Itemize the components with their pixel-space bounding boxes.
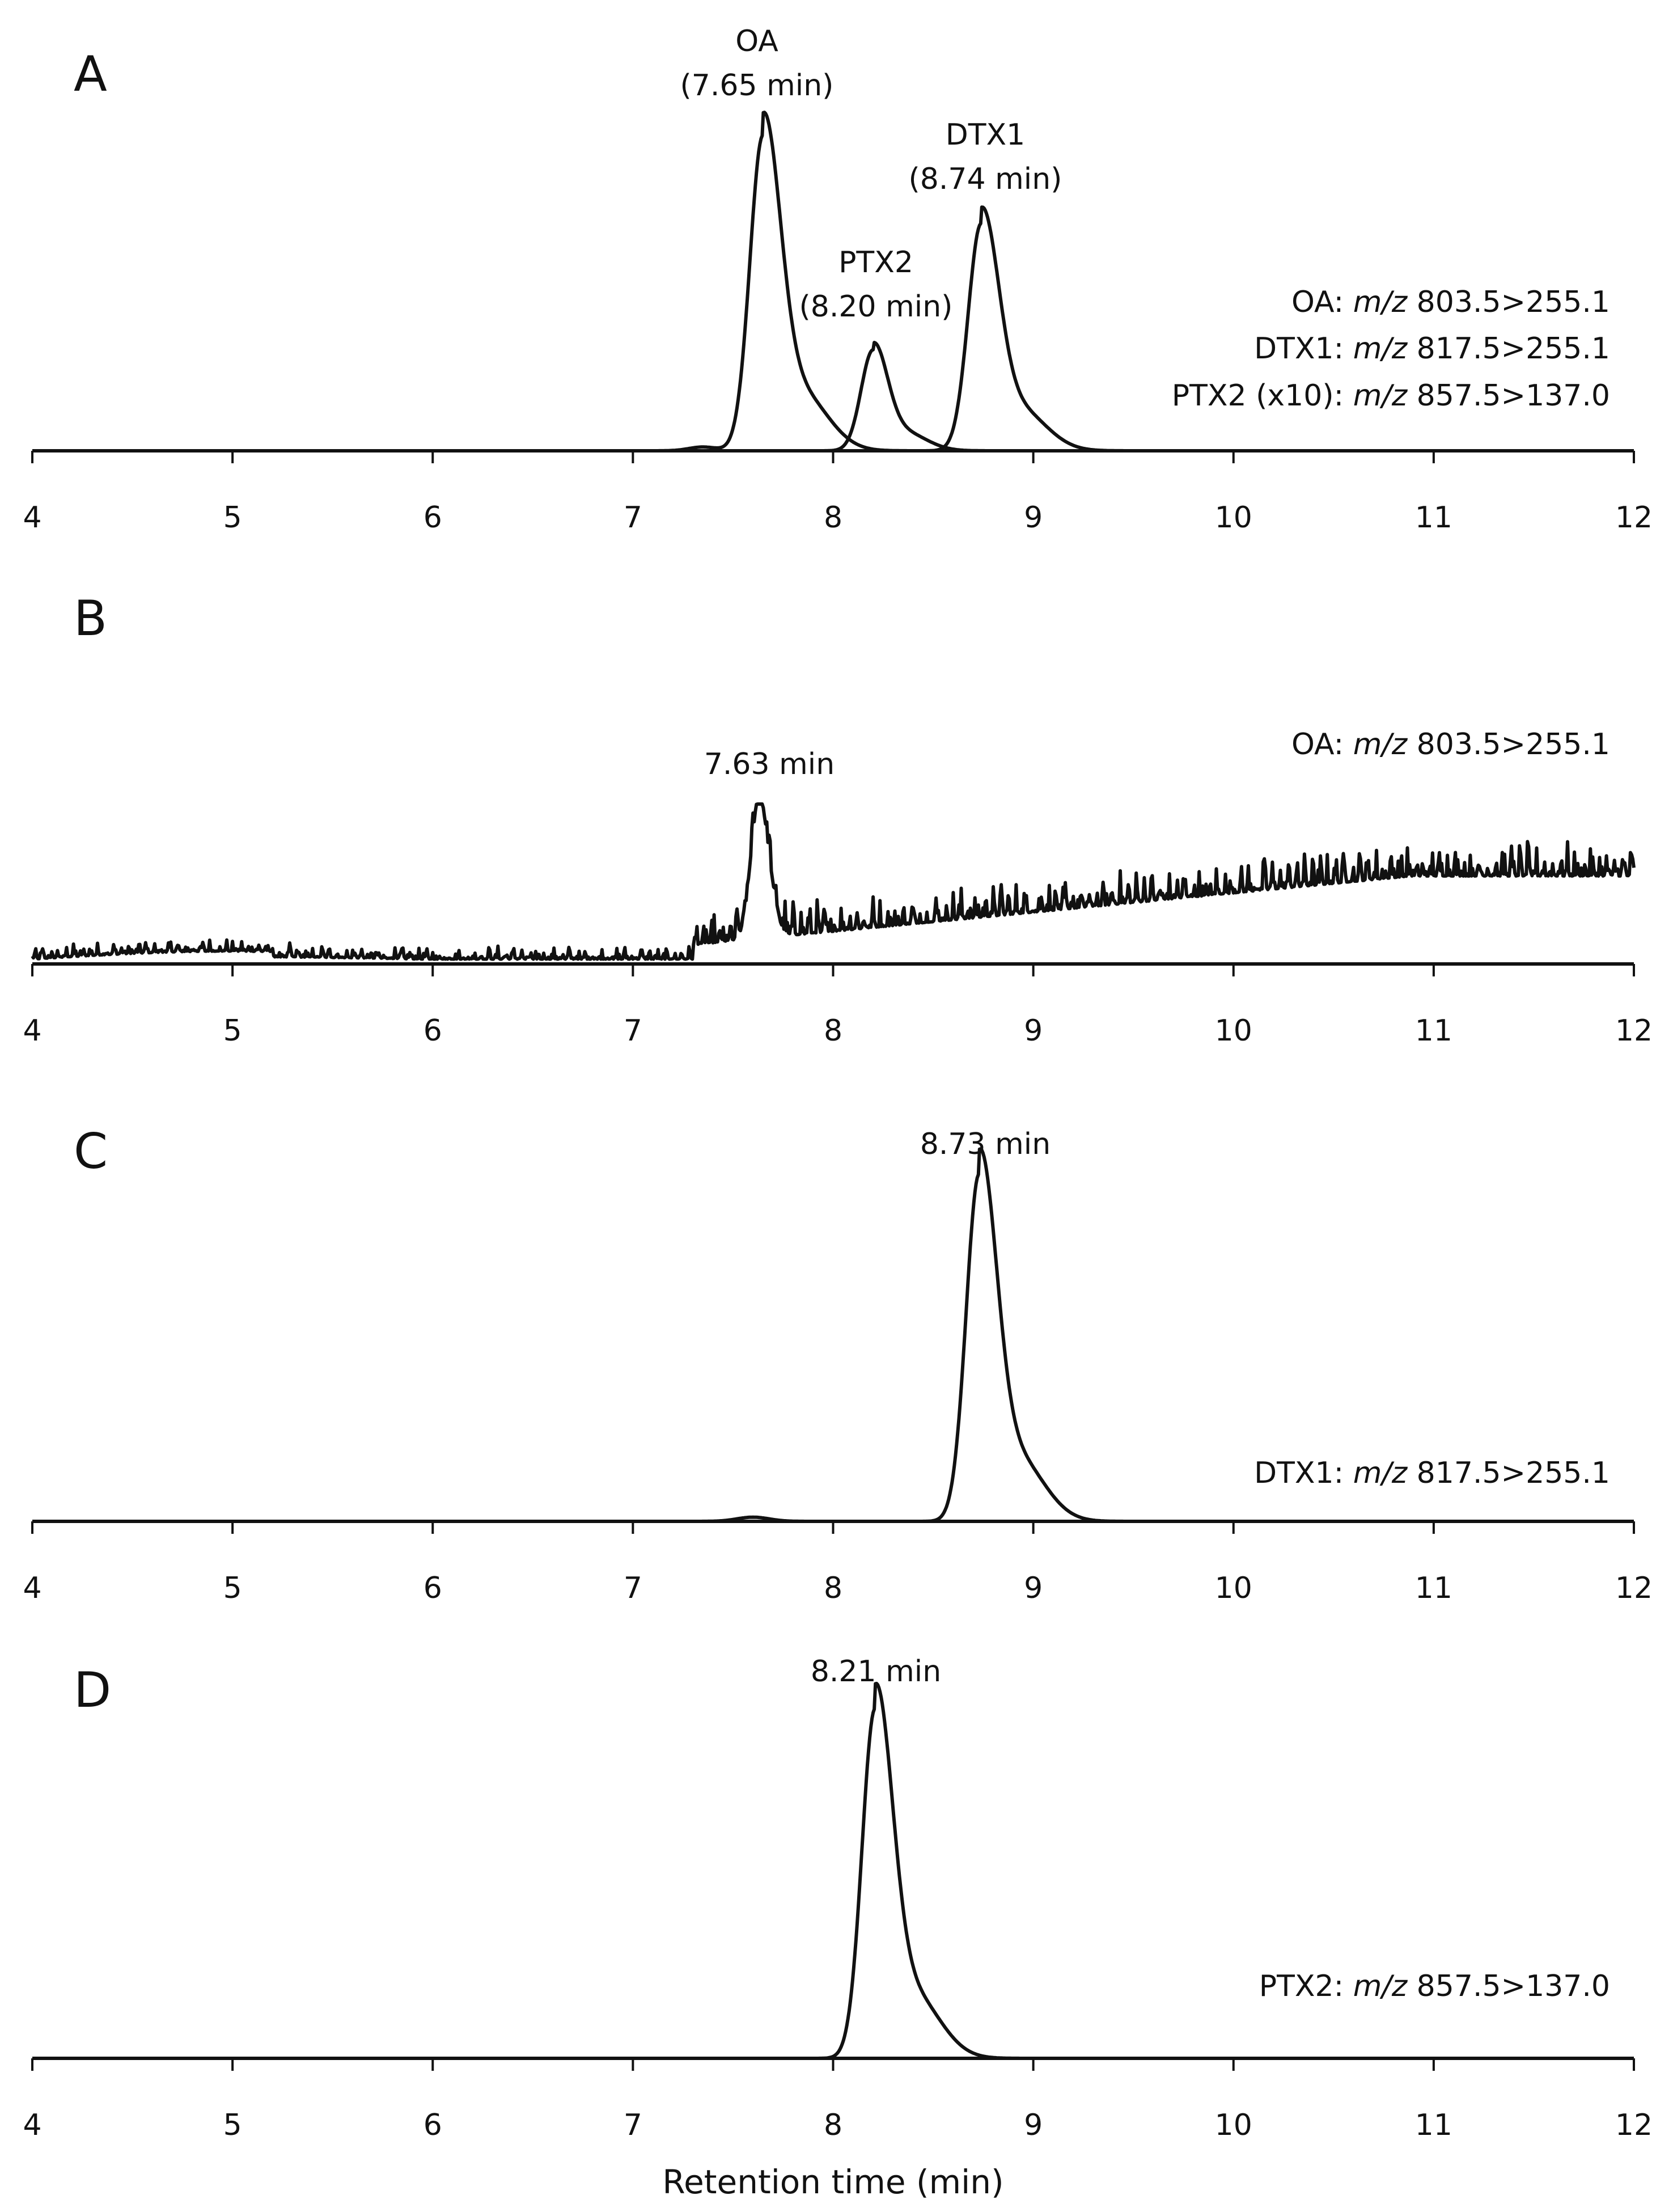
panel-a-tick-label: 6 bbox=[423, 501, 442, 535]
panel-b-tick-label: 7 bbox=[624, 1014, 642, 1048]
panel-c-tick-label: 10 bbox=[1215, 1571, 1252, 1605]
panel-d-tick-label: 12 bbox=[1615, 2108, 1653, 2142]
panel-c-tick-label: 11 bbox=[1415, 1571, 1452, 1605]
panel-c-transition: DTX1: m/z 817.5>255.1 bbox=[1254, 1456, 1610, 1490]
panel-d-tick-label: 5 bbox=[223, 2108, 242, 2142]
panel-a-tick-label: 9 bbox=[1024, 501, 1043, 535]
panel-a-trace-dtx1 bbox=[32, 205, 1634, 452]
x-axis-title: Retention time (min) bbox=[662, 2163, 1003, 2201]
panel-b-tick-label: 12 bbox=[1615, 1014, 1653, 1048]
panel-b-tick-label: 11 bbox=[1415, 1014, 1452, 1048]
panel-c-tick-label: 6 bbox=[423, 1571, 442, 1605]
panel-b-transition: OA: m/z 803.5>255.1 bbox=[1291, 728, 1610, 762]
panel-b-tick-label: 10 bbox=[1215, 1014, 1252, 1048]
panel-c-tick-label: 12 bbox=[1615, 1571, 1653, 1605]
panel-c-peak-label: 8.73 min bbox=[920, 1127, 1051, 1161]
panel-c-trace-dtx1 bbox=[32, 1147, 1634, 1523]
panel-d-peak-label: 8.21 min bbox=[811, 1655, 941, 1689]
panel-c-tick-label: 4 bbox=[23, 1571, 41, 1605]
panel-a-peak-label: (7.65 min) bbox=[680, 69, 834, 103]
panel-a-tick-label: 5 bbox=[223, 501, 242, 535]
panel-b-tick-label: 6 bbox=[423, 1014, 442, 1048]
panel-d-transition: PTX2: m/z 857.5>137.0 bbox=[1259, 1969, 1610, 2003]
panel-b-tick-label: 8 bbox=[824, 1014, 842, 1048]
panel-a-peak-label: OA bbox=[735, 24, 778, 58]
panel-a-peak-label: (8.74 min) bbox=[909, 162, 1062, 196]
panel-d-trace-ptx2 bbox=[32, 1681, 1634, 2060]
panel-c-tick-label: 8 bbox=[824, 1571, 842, 1605]
panel-d-tick-label: 7 bbox=[624, 2108, 642, 2142]
panel-c-letter: C bbox=[74, 1123, 108, 1180]
panel-a-letter: A bbox=[74, 46, 107, 103]
panel-a-tick-label: 11 bbox=[1415, 501, 1452, 535]
panel-d-tick-label: 6 bbox=[423, 2108, 442, 2142]
panel-a-tick-label: 4 bbox=[23, 501, 41, 535]
panel-a-transition: DTX1: m/z 817.5>255.1 bbox=[1254, 332, 1610, 366]
panel-a-peak-label: PTX2 bbox=[838, 246, 913, 280]
panel-a-tick-label: 12 bbox=[1615, 501, 1653, 535]
panel-a-tick-label: 10 bbox=[1215, 501, 1252, 535]
panel-b-tick-label: 4 bbox=[23, 1014, 41, 1048]
panel-a-transition: PTX2 (x10): m/z 857.5>137.0 bbox=[1172, 379, 1610, 413]
panel-a-peak-label: (8.20 min) bbox=[799, 290, 953, 324]
panel-a-peak-label: DTX1 bbox=[946, 118, 1026, 152]
panel-d-tick-label: 4 bbox=[23, 2108, 41, 2142]
panel-d-letter: D bbox=[74, 1662, 111, 1719]
panel-a-tick-label: 8 bbox=[824, 501, 842, 535]
panel-b-peak-label: 7.63 min bbox=[704, 747, 835, 781]
panel-b-trace-oa bbox=[31, 802, 1636, 961]
panel-b-tick-label: 9 bbox=[1024, 1014, 1043, 1048]
panel-b-tick-label: 5 bbox=[223, 1014, 242, 1048]
panel-c-tick-label: 9 bbox=[1024, 1571, 1043, 1605]
panel-c-tick-label: 7 bbox=[624, 1571, 642, 1605]
panel-d-tick-label: 9 bbox=[1024, 2108, 1043, 2142]
panel-d-tick-label: 8 bbox=[824, 2108, 842, 2142]
panel-b-letter: B bbox=[74, 590, 107, 647]
panel-a-tick-label: 7 bbox=[624, 501, 642, 535]
panel-a-transition: OA: m/z 803.5>255.1 bbox=[1291, 285, 1610, 319]
panel-c-tick-label: 5 bbox=[223, 1571, 242, 1605]
panel-d-tick-label: 10 bbox=[1215, 2108, 1252, 2142]
panel-d-tick-label: 11 bbox=[1415, 2108, 1452, 2142]
